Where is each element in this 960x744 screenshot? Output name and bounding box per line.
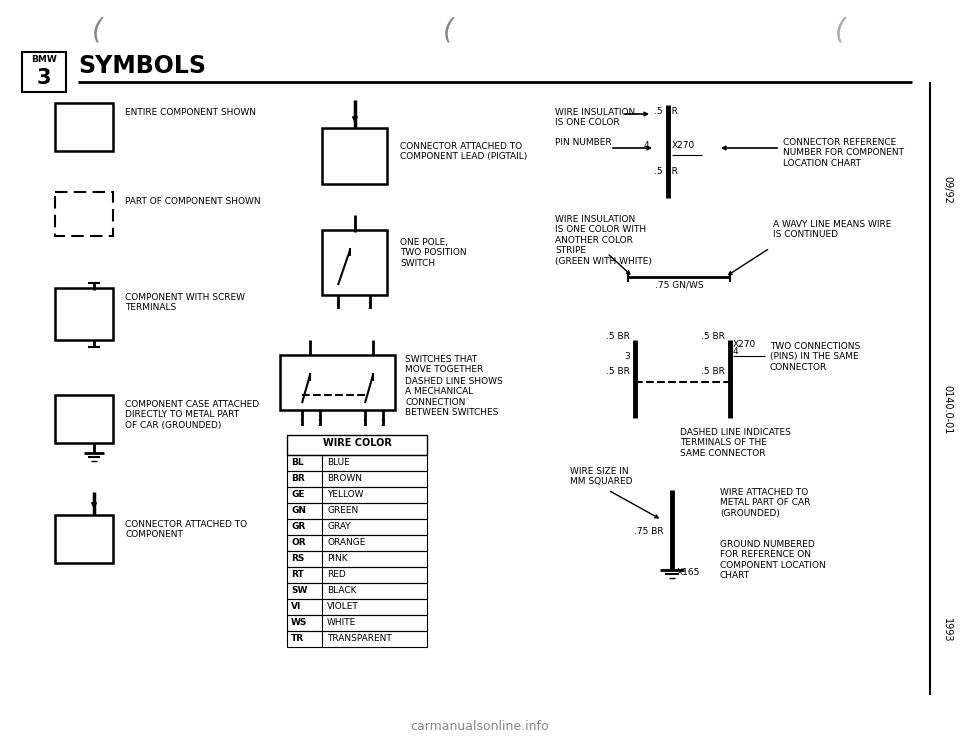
Text: SWITCHES THAT
MOVE TOGETHER: SWITCHES THAT MOVE TOGETHER	[405, 355, 483, 374]
Text: BLACK: BLACK	[327, 586, 356, 595]
Text: WIRE COLOR: WIRE COLOR	[323, 438, 392, 448]
Text: WS: WS	[291, 618, 307, 627]
Text: WHITE: WHITE	[327, 618, 356, 627]
Text: (: (	[834, 16, 846, 44]
Text: BROWN: BROWN	[327, 474, 362, 483]
Bar	[55, 288, 113, 340]
Text: GRAY: GRAY	[327, 522, 350, 531]
Text: 2: 2	[368, 302, 372, 311]
Bar	[55, 103, 113, 151]
Text: TWO CONNECTIONS
(PINS) IN THE SAME
CONNECTOR: TWO CONNECTIONS (PINS) IN THE SAME CONNE…	[770, 342, 860, 372]
Bar	[287, 583, 427, 599]
Text: .75 GN/WS: .75 GN/WS	[655, 281, 704, 290]
Bar	[287, 567, 427, 583]
Text: .5 BR: .5 BR	[701, 367, 725, 376]
Text: GR: GR	[291, 522, 305, 531]
Text: 1: 1	[300, 419, 304, 428]
Text: OR: OR	[291, 538, 305, 547]
Text: X270: X270	[672, 141, 695, 150]
Bar	[55, 395, 113, 443]
Text: BL: BL	[291, 458, 303, 467]
Text: A WAVY LINE MEANS WIRE
IS CONTINUED: A WAVY LINE MEANS WIRE IS CONTINUED	[773, 220, 892, 240]
Text: .75 BR: .75 BR	[635, 527, 664, 536]
Text: WIRE INSULATION
IS ONE COLOR: WIRE INSULATION IS ONE COLOR	[555, 108, 636, 127]
Text: PINK: PINK	[327, 554, 348, 563]
Text: VIOLET: VIOLET	[327, 602, 359, 611]
Text: 0140.0-01: 0140.0-01	[942, 385, 952, 434]
Text: .5 BR: .5 BR	[701, 332, 725, 341]
Text: PIN NUMBER: PIN NUMBER	[555, 138, 612, 147]
Text: 3: 3	[624, 352, 630, 361]
Text: COMPONENT WITH SCREW
TERMINALS: COMPONENT WITH SCREW TERMINALS	[125, 293, 245, 312]
Text: DASHED LINE INDICATES
TERMINALS OF THE
SAME CONNECTOR: DASHED LINE INDICATES TERMINALS OF THE S…	[680, 428, 791, 458]
Text: 4: 4	[643, 141, 649, 150]
Bar	[287, 551, 427, 567]
Text: 2: 2	[318, 419, 323, 428]
Bar	[322, 230, 387, 295]
Text: 4: 4	[733, 347, 738, 356]
Text: CONNECTOR REFERENCE
NUMBER FOR COMPONENT
LOCATION CHART: CONNECTOR REFERENCE NUMBER FOR COMPONENT…	[783, 138, 904, 168]
Bar	[280, 355, 395, 410]
Bar	[287, 435, 427, 455]
Text: 1993: 1993	[942, 618, 952, 642]
Bar	[287, 455, 427, 471]
Text: 3: 3	[36, 68, 51, 88]
Text: COMPONENT CASE ATTACHED
DIRECTLY TO METAL PART
OF CAR (GROUNDED): COMPONENT CASE ATTACHED DIRECTLY TO META…	[125, 400, 259, 430]
Text: RED: RED	[327, 570, 346, 579]
Text: BLUE: BLUE	[327, 458, 349, 467]
Bar	[287, 615, 427, 631]
Text: TRANSPARENT: TRANSPARENT	[327, 634, 392, 643]
Text: WIRE ATTACHED TO
METAL PART OF CAR
(GROUNDED): WIRE ATTACHED TO METAL PART OF CAR (GROU…	[720, 488, 810, 518]
Text: carmanualsonline.info: carmanualsonline.info	[411, 720, 549, 733]
Text: WIRE SIZE IN
MM SQUARED: WIRE SIZE IN MM SQUARED	[570, 467, 633, 487]
Text: BR: BR	[291, 474, 304, 483]
Text: CONNECTOR ATTACHED TO
COMPONENT LEAD (PIGTAIL): CONNECTOR ATTACHED TO COMPONENT LEAD (PI…	[400, 142, 527, 161]
Text: 1: 1	[336, 302, 341, 311]
Text: ONE POLE,
TWO POSITION
SWITCH: ONE POLE, TWO POSITION SWITCH	[400, 238, 467, 268]
Text: .5 BR: .5 BR	[606, 332, 630, 341]
Bar	[287, 631, 427, 647]
Bar	[22, 52, 66, 92]
Text: GE: GE	[291, 490, 304, 499]
Text: CONNECTOR ATTACHED TO
COMPONENT: CONNECTOR ATTACHED TO COMPONENT	[125, 520, 247, 539]
Bar	[287, 535, 427, 551]
Text: SYMBOLS: SYMBOLS	[78, 54, 206, 78]
Bar	[55, 515, 113, 563]
Text: 1: 1	[363, 419, 368, 428]
Text: ENTIRE COMPONENT SHOWN: ENTIRE COMPONENT SHOWN	[125, 108, 256, 117]
Bar	[287, 599, 427, 615]
Text: .5 BR: .5 BR	[654, 167, 678, 176]
Text: GREEN: GREEN	[327, 506, 358, 515]
Text: GROUND NUMBERED
FOR REFERENCE ON
COMPONENT LOCATION
CHART: GROUND NUMBERED FOR REFERENCE ON COMPONE…	[720, 540, 826, 580]
Bar	[55, 192, 113, 236]
Text: SW: SW	[291, 586, 307, 595]
Bar	[287, 503, 427, 519]
Text: .5 BR: .5 BR	[606, 367, 630, 376]
Text: YELLOW: YELLOW	[327, 490, 364, 499]
Text: BMW: BMW	[31, 55, 57, 64]
Text: GN: GN	[291, 506, 306, 515]
Text: (: (	[443, 16, 453, 44]
Text: 09/92: 09/92	[942, 176, 952, 204]
Text: VI: VI	[291, 602, 301, 611]
Text: TR: TR	[291, 634, 304, 643]
Text: X165: X165	[677, 568, 701, 577]
Text: PART OF COMPONENT SHOWN: PART OF COMPONENT SHOWN	[125, 197, 260, 206]
Text: WIRE INSULATION
IS ONE COLOR WITH
ANOTHER COLOR
STRIPE
(GREEN WITH WHITE): WIRE INSULATION IS ONE COLOR WITH ANOTHE…	[555, 215, 652, 266]
Bar	[322, 128, 387, 184]
Text: .5 BR: .5 BR	[654, 107, 678, 116]
Text: RT: RT	[291, 570, 303, 579]
Bar	[287, 519, 427, 535]
Text: 2: 2	[380, 419, 385, 428]
Text: DASHED LINE SHOWS
A MECHANICAL
CONNECTION
BETWEEN SWITCHES: DASHED LINE SHOWS A MECHANICAL CONNECTIO…	[405, 377, 503, 417]
Text: ORANGE: ORANGE	[327, 538, 366, 547]
Text: RS: RS	[291, 554, 304, 563]
Bar	[287, 487, 427, 503]
Bar	[287, 471, 427, 487]
Text: (: (	[91, 16, 103, 44]
Text: X270: X270	[733, 340, 756, 349]
